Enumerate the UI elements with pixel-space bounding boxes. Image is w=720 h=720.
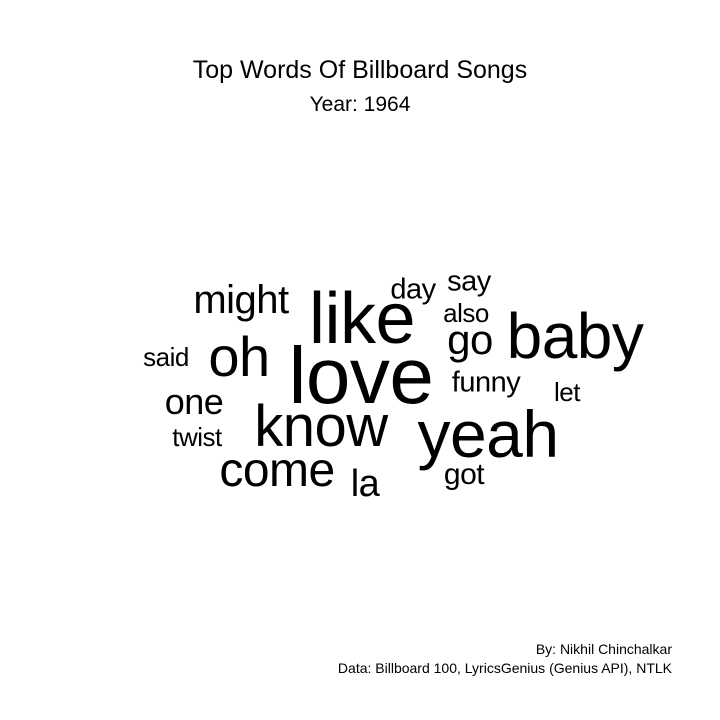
author-credit: By: Nikhil Chinchalkar [535,641,672,657]
word-yeah: yeah [417,397,559,471]
word-love: love [288,331,434,420]
page-title: Top Words Of Billboard Songs [192,56,528,84]
word-like: like [308,279,416,359]
word-say: say [447,265,491,298]
word-said: said [143,342,189,372]
word-might: might [193,278,289,322]
word-also: also [443,298,489,328]
word-got: got [443,458,485,491]
word-come: come [219,444,335,497]
word-one: one [164,381,224,422]
word-go: go [447,316,493,363]
word-let: let [554,377,580,407]
page-subtitle: Year: 1964 [309,93,411,116]
word-funny: funny [451,366,521,399]
word-la: la [350,463,380,505]
word-oh: oh [208,325,270,388]
word-twist: twist [172,422,222,452]
word-baby: baby [506,300,644,372]
word-day: day [390,273,436,306]
data-source-credit: Data: Billboard 100, LyricsGenius (Geniu… [337,660,672,676]
word-know: know [254,394,388,459]
